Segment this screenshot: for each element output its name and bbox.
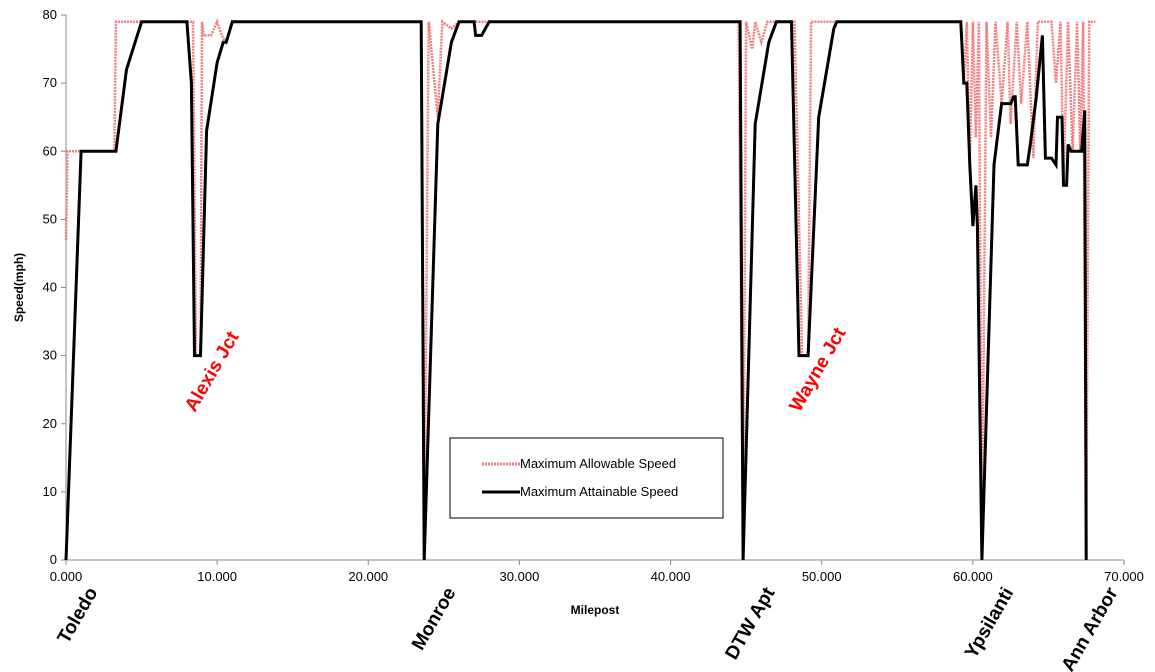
station-label: Ypsilanti [961,584,1018,662]
y-tick-label: 10 [43,484,57,499]
station-label: Ann Arbor [1058,583,1123,672]
y-axis-title: Speed(mph) [12,253,26,322]
x-tick-label: 10.000 [197,569,237,584]
x-axis-title: Milepost [571,603,620,617]
tick-labels: 0 10 20 30 40 50 60 70 80 0.000 10.000 20.000 30.000… [43,7,1144,584]
x-tick-label: 40.000 [651,569,691,584]
x-tick-label: 60.000 [953,569,993,584]
x-tick-label: 30.000 [500,569,540,584]
y-tick-label: 70 [43,75,57,90]
legend-label-allowable: Maximum Allowable Speed [520,456,676,471]
legend-label-attainable: Maximum Attainable Speed [520,484,678,499]
y-tick-label: 20 [43,416,57,431]
y-tick-label: 0 [50,552,57,567]
chart-legend: Maximum Allowable Speed Maximum Attainabl… [449,437,724,519]
attainable-speed-line [64,20,1088,561]
y-tick-label: 60 [43,143,57,158]
y-tick-label: 50 [43,211,57,226]
y-tick-label: 80 [43,7,57,22]
junction-annotation: Alexis Jct [181,327,244,415]
y-tick-label: 40 [43,280,57,295]
series-maximum-attainable-speed [64,20,1088,561]
x-tick-label: 0.000 [50,569,83,584]
station-label: Monroe [408,584,460,654]
x-tick-label: 20.000 [348,569,388,584]
x-tick-label: 70.000 [1104,569,1144,584]
y-tick-label: 30 [43,348,57,363]
x-tick-label: 50.000 [802,569,842,584]
station-label: Toledo [54,584,103,647]
station-label: DTW Apt [722,583,780,663]
chart-axes [61,14,1125,565]
junction-annotation: Wayne Jct [786,324,851,416]
legend-box [449,437,724,519]
